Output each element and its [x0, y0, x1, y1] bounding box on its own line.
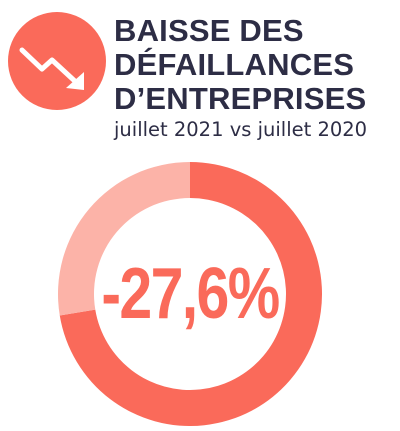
trend-down-arrow-icon: [8, 12, 106, 110]
arrow-head: [66, 72, 84, 90]
trend-line: [19, 47, 81, 87]
donut-chart: -27,6%: [58, 162, 322, 426]
percentage-value: -27,6%: [101, 254, 280, 334]
header: BAISSE DES DÉFAILLANCES D’ENTREPRISES ju…: [114, 14, 396, 142]
icon-circle: [8, 12, 106, 110]
title-line-2: DÉFAILLANCES: [114, 47, 355, 82]
title-line-3: D’ENTREPRISES: [114, 81, 367, 116]
donut-slice-1: [58, 162, 190, 316]
subtitle: juillet 2021 vs juillet 2020: [114, 118, 368, 141]
title-line-1: BAISSE DES: [114, 13, 304, 48]
